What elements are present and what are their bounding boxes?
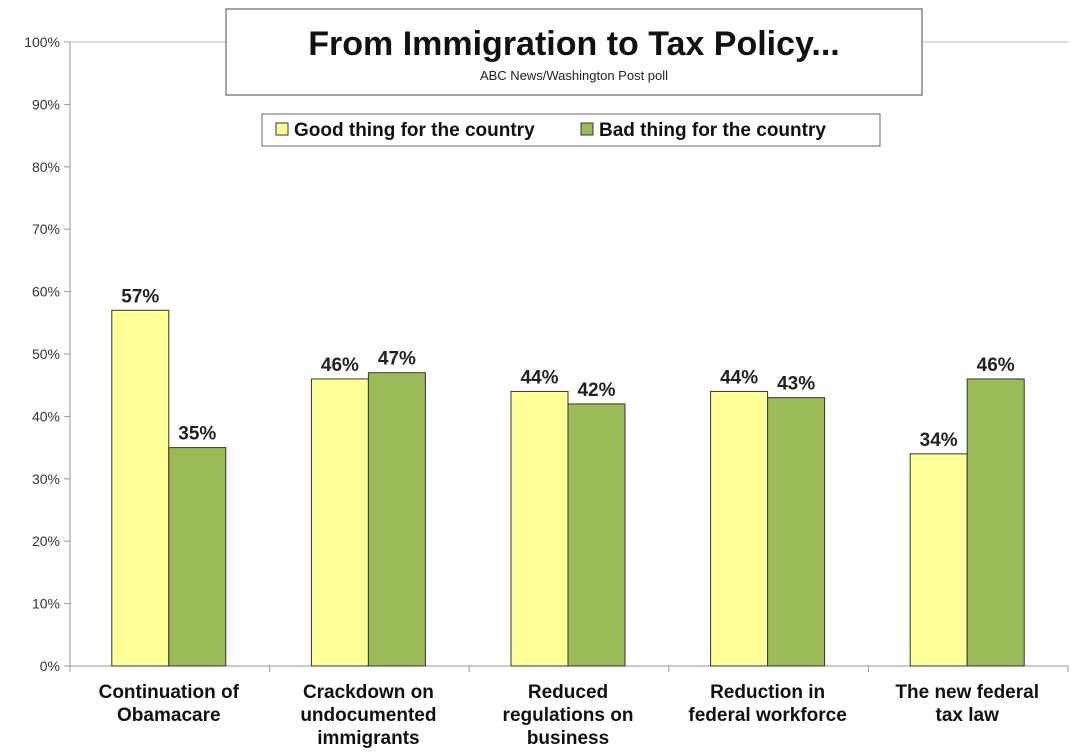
- value-label: 43%: [777, 374, 815, 395]
- value-label: 34%: [920, 430, 958, 451]
- category-labels: Continuation of Obamacare Crackdown on undo…: [99, 682, 1039, 749]
- y-tick-label: 20%: [32, 533, 60, 549]
- value-label: 46%: [321, 355, 359, 376]
- value-label: 46%: [977, 355, 1015, 376]
- y-tick-label: 80%: [32, 159, 60, 175]
- value-labels: 57% 35% 46% 47% 44% 42% 44% 43% 34% 46%: [121, 286, 1015, 451]
- y-tick-label: 10%: [32, 596, 60, 612]
- bars: [69, 309, 1069, 672]
- bar-bad: [767, 397, 826, 667]
- value-label: 42%: [577, 380, 615, 401]
- y-tick-label: 70%: [32, 221, 60, 237]
- y-tick-label: 30%: [32, 471, 60, 487]
- value-label: 35%: [178, 424, 216, 445]
- y-tick-label: 40%: [32, 408, 60, 424]
- chart-subtitle: ABC News/Washington Post poll: [480, 68, 668, 83]
- legend-label-bad: Bad thing for the country: [599, 120, 826, 141]
- legend-label-good: Good thing for the country: [294, 120, 535, 141]
- bar-bad: [367, 372, 426, 667]
- bar-good: [510, 390, 569, 667]
- category-label: Reduction in federal workforce: [688, 682, 846, 726]
- category-label: Reduced regulations on business: [503, 682, 634, 749]
- category-label: The new federal tax law: [895, 682, 1039, 726]
- bar-bad: [168, 447, 227, 667]
- value-label: 44%: [720, 367, 758, 388]
- bar-bad: [567, 403, 626, 667]
- legend-swatch-bad: [580, 122, 594, 136]
- y-tick-label: 0%: [40, 658, 60, 674]
- category-label: Continuation of Obamacare: [99, 682, 240, 726]
- bar-good: [111, 309, 170, 667]
- y-tick-label: 50%: [32, 346, 60, 362]
- bar-good: [310, 378, 369, 667]
- y-tick-label: 100%: [24, 34, 60, 50]
- bar-good: [909, 453, 968, 667]
- chart-title: From Immigration to Tax Policy...: [308, 25, 839, 63]
- title-box: From Immigration to Tax Policy... ABC Ne…: [225, 8, 923, 96]
- bar-good: [710, 390, 769, 667]
- legend-swatch-good: [275, 122, 289, 136]
- y-tick-label: 90%: [32, 96, 60, 112]
- value-label: 47%: [378, 349, 416, 370]
- value-label: 44%: [520, 367, 558, 388]
- y-tick-label: 60%: [32, 284, 60, 300]
- bar-bad: [966, 378, 1025, 667]
- category-label: Crackdown on undocumented immigrants: [300, 682, 436, 749]
- legend: Good thing for the country Bad thing for…: [261, 113, 881, 147]
- value-label: 57%: [121, 286, 159, 307]
